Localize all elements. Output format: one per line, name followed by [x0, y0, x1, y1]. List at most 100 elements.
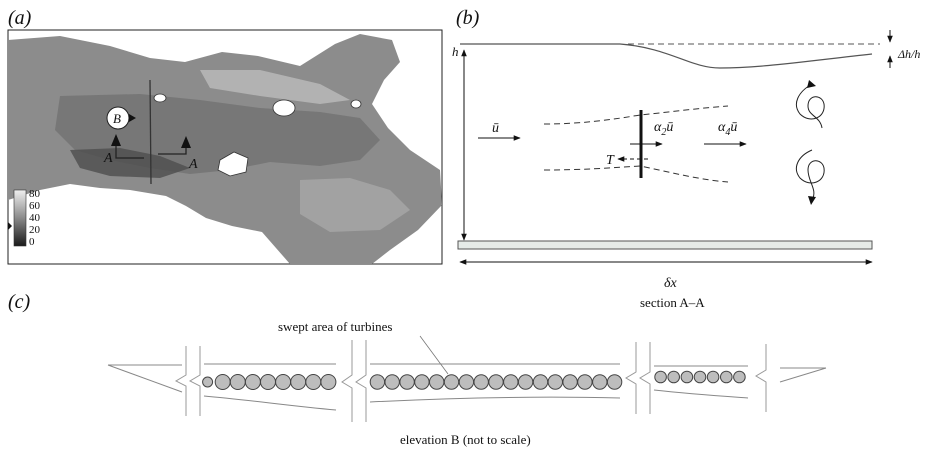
depth-legend-ticks: 80 60 40 20 0 — [29, 188, 41, 248]
turbine-disc — [290, 374, 307, 390]
turbine-disc — [547, 374, 563, 390]
shore-right — [779, 367, 827, 383]
turbine-disc — [244, 374, 261, 390]
legend-tick: 80 — [29, 188, 41, 200]
water-light-band — [200, 70, 350, 104]
segment2-bed — [369, 396, 621, 403]
length-label: δx — [664, 276, 678, 291]
turbine-disc — [202, 376, 214, 388]
turbine-disc — [720, 370, 733, 384]
wake-coef: α — [718, 120, 726, 135]
turbine-disc — [706, 370, 720, 384]
island-2 — [350, 99, 362, 109]
break-mark-1 — [174, 346, 187, 416]
section-arrowhead-left — [111, 134, 121, 146]
island-4 — [153, 93, 167, 103]
break-mark-5 — [625, 342, 637, 414]
turbine-disc — [693, 370, 707, 384]
break-mark-6 — [639, 342, 651, 414]
bypass-sym: ū — [666, 120, 673, 135]
stream-tube-lower — [543, 165, 729, 183]
elevation-marker-b-arrow — [129, 114, 136, 122]
thrust-label: T — [606, 153, 615, 168]
section-marker-right — [158, 146, 187, 155]
turbine-disc — [443, 374, 460, 390]
break-mark-7 — [755, 344, 767, 412]
turbine-disc — [305, 374, 322, 390]
elevation-marker-b-label: B — [113, 111, 121, 126]
turbine-row-2 — [369, 374, 623, 390]
turbine-disc — [577, 374, 593, 390]
segment1-bed — [203, 395, 337, 411]
elevation-caption: elevation B (not to scale) — [400, 432, 531, 447]
bypass-coef: α — [654, 120, 662, 135]
turbine-disc — [320, 374, 337, 390]
turbine-disc — [229, 374, 246, 390]
bathymetry-map: A A B 80 60 40 20 0 — [7, 29, 443, 265]
legend-tick: 40 — [29, 212, 41, 224]
turbine-fence-line — [149, 79, 152, 185]
break-mark-3 — [341, 340, 353, 422]
turbine-disc — [654, 370, 667, 384]
eddy-upper — [796, 83, 825, 129]
island-3 — [217, 151, 249, 177]
turbine-disc — [592, 374, 608, 390]
depth-label: h — [452, 44, 459, 59]
wake-sym: ū — [730, 120, 737, 135]
turbine-disc — [473, 374, 489, 390]
turbine-disc — [414, 374, 430, 390]
stream-tube-upper — [543, 105, 729, 125]
legend-pointer — [8, 222, 12, 230]
panel-c-label: (c) — [8, 291, 31, 313]
turbine-disc — [488, 374, 504, 390]
section-arrowhead-right — [181, 136, 191, 148]
swept-area-annotation: swept area of turbines — [278, 319, 392, 334]
legend-tick: 0 — [29, 236, 35, 248]
wake-sub: 4 — [725, 127, 730, 138]
segment3-bed — [653, 389, 749, 399]
eddy-upper-tip — [807, 80, 816, 88]
channel-section: Δh/h h ū α2ū α4ū T δx section A–A — [452, 30, 920, 310]
turbine-disc — [562, 374, 578, 390]
panel-a-label: (a) — [8, 7, 32, 29]
turbine-disc — [369, 374, 386, 390]
turbine-disc — [733, 370, 746, 384]
turbine-disc — [260, 374, 276, 390]
annotation-leader — [419, 335, 449, 375]
turbine-disc — [606, 374, 623, 390]
island-1 — [272, 99, 296, 117]
channel-dark — [70, 148, 190, 178]
section-label-start: A — [103, 151, 113, 166]
turbine-disc — [680, 370, 694, 384]
turbine-row-1 — [202, 374, 337, 390]
break-mark-4 — [355, 340, 367, 422]
elevation-view: swept area of turbines elevation B (not … — [107, 319, 827, 447]
turbine-disc — [275, 374, 292, 390]
panel-b-label: (b) — [456, 7, 480, 29]
legend-tick: 60 — [29, 200, 41, 212]
water-shoal — [300, 178, 410, 232]
section-label-end: A — [188, 157, 198, 172]
legend-tick: 20 — [29, 224, 41, 236]
section-caption: section A–A — [640, 295, 705, 310]
drop-label: Δh/h — [897, 47, 920, 61]
turbine-disc — [214, 374, 231, 390]
turbine-row-3 — [654, 370, 746, 384]
shore-left — [107, 364, 183, 393]
bypass-sub: 2 — [661, 127, 666, 138]
turbine-disc — [429, 374, 445, 390]
turbine-disc — [458, 374, 475, 390]
turbine-disc — [384, 374, 400, 390]
bypass-velocity-label: α2ū — [654, 120, 673, 138]
eddy-lower-tip — [808, 196, 816, 205]
upstream-velocity-label: ū — [492, 121, 499, 136]
break-mark-2 — [188, 346, 201, 416]
section-marker-left — [115, 144, 144, 159]
wake-velocity-label: α4ū — [718, 120, 737, 138]
turbine-disc — [532, 374, 549, 390]
free-surface-line — [460, 43, 873, 69]
turbine-disc — [517, 374, 534, 390]
turbine-disc — [667, 370, 681, 384]
turbine-disc — [399, 374, 415, 390]
